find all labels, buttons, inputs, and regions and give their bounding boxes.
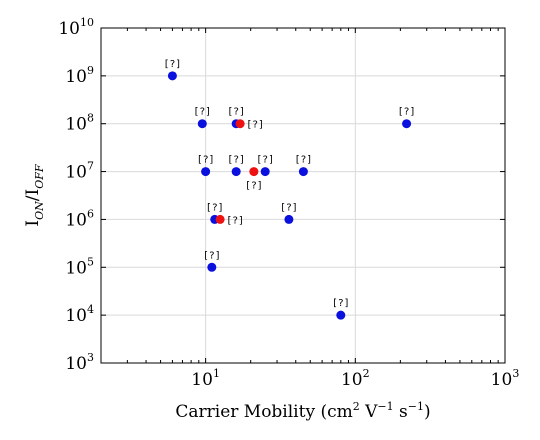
y-tick-base: 10 <box>65 163 87 183</box>
point-annotation: [?] <box>280 202 298 213</box>
x-axis-title: Carrier Mobility (cm2 V−1 s−1) <box>175 400 430 422</box>
data-point <box>215 214 225 224</box>
y-tick-label: 105 <box>65 255 94 278</box>
point-annotation: [?] <box>332 298 350 309</box>
y-tick-exp: 8 <box>87 112 94 125</box>
point-annotation: [?] <box>203 250 221 261</box>
x-tick-base: 10 <box>191 370 213 390</box>
y-tick-base: 10 <box>65 210 87 230</box>
x-axis-title-sup3: −1 <box>408 400 424 413</box>
point-annotation: [?] <box>245 181 263 192</box>
y-axis-title: ION/IOFF <box>23 164 46 226</box>
data-point <box>207 262 217 272</box>
x-tick-label: 103 <box>491 367 520 390</box>
point-annotation: [?] <box>163 59 181 70</box>
y-tick-label: 109 <box>65 64 94 87</box>
data-point <box>402 119 412 129</box>
point-annotation: [?] <box>227 107 245 118</box>
point-annotations: [?][?] [?] [?][?] [?] [?] [?][?] [?][?][?][?][… <box>163 59 415 309</box>
data-points <box>167 71 412 320</box>
y-tick-base: 10 <box>58 19 80 39</box>
y-tick-base: 10 <box>65 258 87 278</box>
y-tick-exp: 4 <box>87 303 94 316</box>
point-annotation: [?] <box>197 155 215 166</box>
data-point <box>336 310 346 320</box>
y-tick-exp: 9 <box>87 64 94 77</box>
y-tick-label: 108 <box>65 112 94 135</box>
plot-frame <box>100 27 506 364</box>
x-tick-label: 102 <box>341 367 370 390</box>
data-point <box>235 119 245 129</box>
data-point <box>249 167 259 177</box>
y-axis-title-sub2: OFF <box>33 164 46 189</box>
point-annotation: [?] <box>246 120 264 131</box>
y-tick-base: 10 <box>65 354 87 374</box>
x-axis-title-end: ) <box>424 402 431 422</box>
point-annotation: [?] <box>256 155 274 166</box>
y-tick-base: 10 <box>65 115 87 135</box>
point-annotation: [?] <box>227 155 245 166</box>
x-axis-title-mid: V <box>360 402 378 422</box>
point-annotation: [?] <box>206 202 224 213</box>
y-tick-label: 107 <box>65 160 94 183</box>
data-point <box>260 167 270 177</box>
data-point <box>201 167 211 177</box>
y-tick-base: 10 <box>65 67 87 87</box>
x-tick-exp: 2 <box>363 367 370 380</box>
y-tick-label: 106 <box>65 207 94 230</box>
y-axis-title-main: I <box>23 220 43 227</box>
x-tick-exp: 3 <box>512 367 519 380</box>
x-tick-base: 10 <box>341 370 363 390</box>
minor-ticks <box>126 28 499 363</box>
y-axis-title-sub1: ON <box>33 201 46 220</box>
y-tick-base: 10 <box>65 306 87 326</box>
y-tick-label: 104 <box>65 303 94 326</box>
grid-lines <box>101 27 506 364</box>
point-annotation: [?] <box>226 215 244 226</box>
y-tick-exp: 3 <box>87 351 94 364</box>
data-point <box>298 167 308 177</box>
data-point <box>231 167 241 177</box>
y-tick-exp: 10 <box>80 16 94 29</box>
point-annotation: [?] <box>193 107 211 118</box>
y-tick-exp: 7 <box>87 160 94 173</box>
major-ticks <box>101 27 506 364</box>
x-tick-exp: 1 <box>213 367 220 380</box>
x-tick-label: 101 <box>191 367 220 390</box>
data-point <box>167 71 177 81</box>
y-tick-label: 103 <box>65 351 94 374</box>
point-annotation: [?] <box>398 107 416 118</box>
x-axis-title-sup1: 2 <box>353 400 360 413</box>
y-tick-exp: 5 <box>87 255 94 268</box>
data-point <box>284 214 294 224</box>
x-axis-title-text: Carrier Mobility (cm <box>175 402 352 422</box>
x-axis-title-sup2: −1 <box>377 400 393 413</box>
point-annotation: [?] <box>294 155 312 166</box>
x-tick-labels: 101 102 103 <box>191 367 519 390</box>
x-tick-base: 10 <box>491 370 513 390</box>
y-tick-label: 1010 <box>58 16 94 39</box>
x-axis-title-mid2: s <box>394 402 408 422</box>
y-axis-title-sep: /I <box>23 189 43 201</box>
y-tick-exp: 6 <box>87 207 94 220</box>
data-point <box>197 119 207 129</box>
